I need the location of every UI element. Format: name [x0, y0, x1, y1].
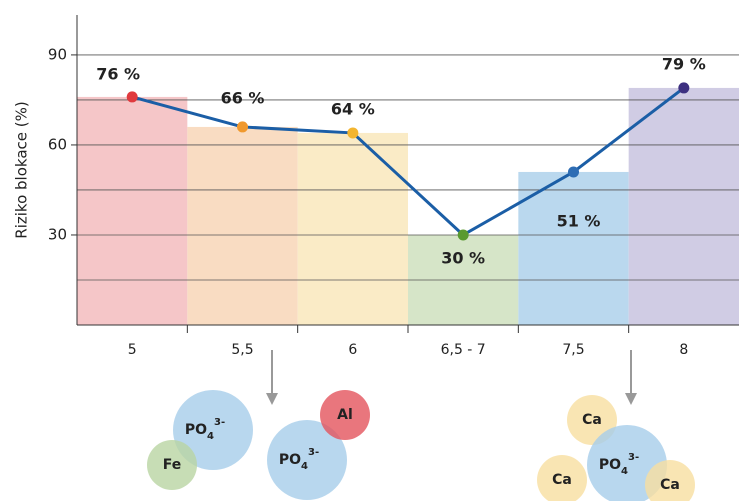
ion-label: Al: [337, 407, 353, 423]
y-tick-label: 60: [48, 135, 67, 153]
ion-symbol: Ca: [582, 412, 602, 428]
ion-superscript: 3-: [214, 417, 225, 428]
bar: [297, 132, 408, 325]
data-label: 66 %: [221, 88, 265, 107]
data-label: 51 %: [557, 211, 601, 230]
ion-bubble: [147, 440, 197, 490]
line: [131, 86, 685, 237]
x-tick-label: 5: [128, 342, 137, 358]
point: [457, 229, 469, 241]
ion-superscript: 3-: [308, 447, 319, 458]
point: [678, 82, 690, 94]
x-tick-label: 6: [348, 342, 357, 358]
y-tick-label: 90: [48, 45, 67, 63]
point: [347, 127, 359, 139]
ion-label: Ca: [660, 477, 680, 493]
y-tick-label: 30: [48, 225, 67, 243]
ion-label: Ca: [582, 412, 602, 428]
ion-subscript: 4: [621, 466, 628, 477]
ion-label: Fe: [163, 457, 182, 473]
ion-label: PO43-: [185, 417, 225, 442]
x-tick-label: 5,5: [231, 342, 253, 358]
arrows: [266, 350, 637, 405]
ion-subscript: 4: [301, 461, 308, 472]
point: [126, 91, 138, 103]
ion-bubble: [267, 420, 347, 500]
data-label: 64 %: [331, 99, 375, 118]
ion-bubble: [537, 455, 587, 501]
bars: [77, 87, 739, 326]
bar: [187, 126, 298, 325]
grid: [77, 54, 739, 281]
data-label: 76 %: [96, 64, 140, 83]
ion-subscript: 4: [207, 431, 214, 442]
ion-symbol: PO: [279, 452, 301, 468]
point: [237, 121, 248, 133]
ion-symbol: Ca: [552, 472, 572, 488]
ion-bubble: [320, 390, 370, 440]
ion-symbol: Al: [337, 407, 353, 423]
point: [568, 166, 579, 178]
data-label: 30 %: [441, 248, 485, 267]
bar: [77, 96, 188, 326]
ion-bubble: [645, 460, 695, 501]
x-tick-label: 6,5 - 7: [441, 342, 486, 358]
ion-superscript: 3-: [628, 452, 639, 463]
bar: [518, 171, 629, 325]
y-axis-label: Riziko blokace (%): [13, 101, 31, 238]
ion-symbol: Ca: [660, 477, 680, 493]
ion-symbol: Fe: [163, 457, 182, 473]
ion-symbol: PO: [599, 457, 621, 473]
x-tick-label: 8: [679, 342, 688, 358]
ion-label: Ca: [552, 472, 572, 488]
ion-symbol: PO: [185, 422, 207, 438]
bar: [628, 87, 739, 325]
ion-bubble: [173, 390, 253, 470]
ion-label: PO43-: [599, 452, 639, 477]
x-tick-label: 7,5: [562, 342, 584, 358]
data-label: 79 %: [662, 54, 706, 73]
ion-label: PO43-: [279, 447, 319, 472]
